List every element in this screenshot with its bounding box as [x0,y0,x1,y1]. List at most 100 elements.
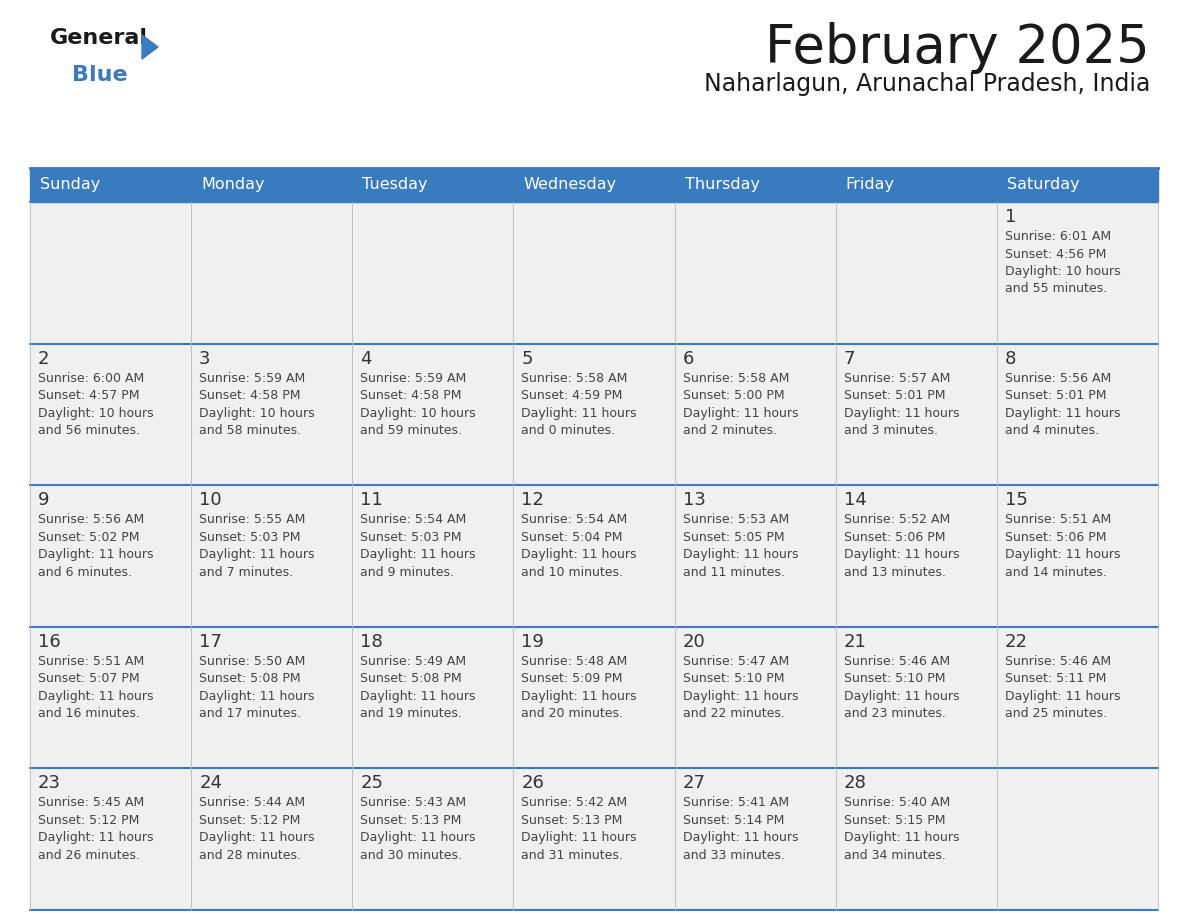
Text: Daylight: 11 hours: Daylight: 11 hours [200,548,315,561]
Text: and 20 minutes.: and 20 minutes. [522,707,624,721]
Text: and 59 minutes.: and 59 minutes. [360,424,462,437]
Text: Daylight: 11 hours: Daylight: 11 hours [360,832,475,845]
Text: 8: 8 [1005,350,1016,367]
Text: Sunrise: 5:50 AM: Sunrise: 5:50 AM [200,655,305,667]
Text: Sunset: 4:58 PM: Sunset: 4:58 PM [360,389,462,402]
Text: Sunset: 5:04 PM: Sunset: 5:04 PM [522,531,623,543]
Text: Daylight: 11 hours: Daylight: 11 hours [522,689,637,703]
Text: 19: 19 [522,633,544,651]
Text: Sunrise: 5:48 AM: Sunrise: 5:48 AM [522,655,627,667]
Bar [30,168,1158,202]
Text: Sunset: 5:02 PM: Sunset: 5:02 PM [38,531,139,543]
Bar [675,627,835,768]
Bar [513,343,675,486]
Text: Daylight: 11 hours: Daylight: 11 hours [683,689,798,703]
Text: 7: 7 [843,350,855,367]
Bar [30,202,191,343]
Text: Sunset: 5:01 PM: Sunset: 5:01 PM [1005,389,1106,402]
Bar [191,343,353,486]
Text: Thursday: Thursday [684,177,759,193]
Text: 15: 15 [1005,491,1028,509]
Text: Sunrise: 5:47 AM: Sunrise: 5:47 AM [683,655,789,667]
Bar [675,343,835,486]
Text: and 19 minutes.: and 19 minutes. [360,707,462,721]
Text: and 28 minutes.: and 28 minutes. [200,849,301,862]
Text: and 33 minutes.: and 33 minutes. [683,849,784,862]
Text: and 16 minutes.: and 16 minutes. [38,707,140,721]
Text: 24: 24 [200,775,222,792]
Text: 20: 20 [683,633,706,651]
Text: Daylight: 11 hours: Daylight: 11 hours [1005,689,1120,703]
Text: Sunset: 5:08 PM: Sunset: 5:08 PM [360,672,462,686]
Bar [191,768,353,910]
Text: 16: 16 [38,633,61,651]
Text: Sunrise: 5:46 AM: Sunrise: 5:46 AM [843,655,950,667]
Text: and 9 minutes.: and 9 minutes. [360,565,454,578]
Text: and 7 minutes.: and 7 minutes. [200,565,293,578]
Bar [997,202,1158,343]
Text: Sunrise: 5:58 AM: Sunrise: 5:58 AM [683,372,789,385]
Text: Sunset: 5:00 PM: Sunset: 5:00 PM [683,389,784,402]
Text: Sunset: 5:10 PM: Sunset: 5:10 PM [843,672,946,686]
Text: 22: 22 [1005,633,1028,651]
Text: Daylight: 11 hours: Daylight: 11 hours [200,689,315,703]
Text: and 2 minutes.: and 2 minutes. [683,424,777,437]
Text: Daylight: 10 hours: Daylight: 10 hours [200,407,315,420]
Text: 10: 10 [200,491,222,509]
Bar [835,202,997,343]
Text: and 6 minutes.: and 6 minutes. [38,565,132,578]
Text: and 30 minutes.: and 30 minutes. [360,849,462,862]
Text: Daylight: 10 hours: Daylight: 10 hours [1005,265,1120,278]
Text: 27: 27 [683,775,706,792]
Text: Daylight: 11 hours: Daylight: 11 hours [200,832,315,845]
Text: Daylight: 11 hours: Daylight: 11 hours [683,548,798,561]
Text: Sunrise: 5:57 AM: Sunrise: 5:57 AM [843,372,950,385]
Text: 17: 17 [200,633,222,651]
Bar [997,768,1158,910]
Text: and 56 minutes.: and 56 minutes. [38,424,140,437]
Bar [835,343,997,486]
Text: Sunset: 5:10 PM: Sunset: 5:10 PM [683,672,784,686]
Text: and 10 minutes.: and 10 minutes. [522,565,624,578]
Text: 3: 3 [200,350,210,367]
Text: Sunrise: 5:42 AM: Sunrise: 5:42 AM [522,797,627,810]
Text: Sunset: 5:06 PM: Sunset: 5:06 PM [843,531,946,543]
Text: Sunset: 5:08 PM: Sunset: 5:08 PM [200,672,301,686]
Text: Sunset: 5:01 PM: Sunset: 5:01 PM [843,389,946,402]
Text: Daylight: 11 hours: Daylight: 11 hours [843,689,959,703]
Text: Sunrise: 6:01 AM: Sunrise: 6:01 AM [1005,230,1111,243]
Text: Sunset: 4:58 PM: Sunset: 4:58 PM [200,389,301,402]
Bar [513,486,675,627]
Text: Daylight: 11 hours: Daylight: 11 hours [683,407,798,420]
Text: Daylight: 11 hours: Daylight: 11 hours [843,548,959,561]
Text: Sunset: 4:59 PM: Sunset: 4:59 PM [522,389,623,402]
Text: Sunset: 5:13 PM: Sunset: 5:13 PM [522,814,623,827]
Bar [30,627,191,768]
Text: 28: 28 [843,775,866,792]
Text: Sunset: 5:09 PM: Sunset: 5:09 PM [522,672,623,686]
Text: February 2025: February 2025 [765,22,1150,74]
Text: Daylight: 11 hours: Daylight: 11 hours [522,407,637,420]
Text: 9: 9 [38,491,50,509]
Text: Monday: Monday [201,177,265,193]
Text: Sunrise: 5:56 AM: Sunrise: 5:56 AM [38,513,144,526]
Text: Naharlagun, Arunachal Pradesh, India: Naharlagun, Arunachal Pradesh, India [703,72,1150,96]
Text: Daylight: 11 hours: Daylight: 11 hours [38,548,153,561]
Bar [513,627,675,768]
Text: and 31 minutes.: and 31 minutes. [522,849,624,862]
Bar [353,627,513,768]
Text: Daylight: 11 hours: Daylight: 11 hours [522,832,637,845]
Bar [675,768,835,910]
Bar [675,202,835,343]
Bar [997,486,1158,627]
Text: Sunrise: 5:51 AM: Sunrise: 5:51 AM [38,655,144,667]
Text: Daylight: 11 hours: Daylight: 11 hours [843,832,959,845]
Text: Sunset: 5:06 PM: Sunset: 5:06 PM [1005,531,1106,543]
Text: and 11 minutes.: and 11 minutes. [683,565,784,578]
Bar [835,627,997,768]
Text: Sunrise: 5:51 AM: Sunrise: 5:51 AM [1005,513,1111,526]
Text: and 25 minutes.: and 25 minutes. [1005,707,1107,721]
Text: Daylight: 11 hours: Daylight: 11 hours [1005,407,1120,420]
Text: 12: 12 [522,491,544,509]
Text: Friday: Friday [846,177,895,193]
